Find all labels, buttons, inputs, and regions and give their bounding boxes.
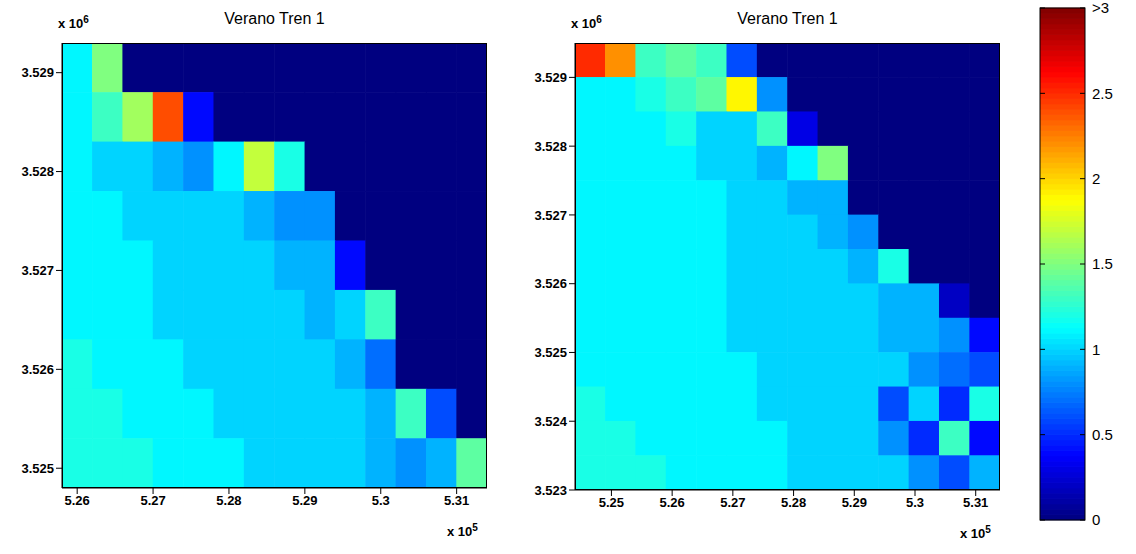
- html-text:5: 5: [472, 522, 478, 533]
- html-text:Verano Tren 1: Verano Tren 1: [224, 10, 325, 27]
- svg-text:3.527: 3.527: [21, 263, 54, 278]
- svg-text:5.28: 5.28: [216, 493, 241, 508]
- svg-text:1: 1: [1092, 341, 1100, 358]
- svg-text:5.28: 5.28: [781, 495, 806, 510]
- svg-text:5.25: 5.25: [599, 495, 624, 510]
- html-text:x 10: x 10: [571, 16, 597, 32]
- svg-text:3.526: 3.526: [534, 276, 567, 291]
- svg-text:3.523: 3.523: [534, 483, 567, 498]
- svg-text:3.527: 3.527: [534, 208, 567, 223]
- html-text:x 10: x 10: [447, 524, 473, 540]
- svg-text:>3: >3: [1092, 0, 1109, 16]
- svg-text:5.3: 5.3: [906, 495, 924, 510]
- html-text:Verano Tren 1: Verano Tren 1: [737, 10, 838, 27]
- html-text:x 10: x 10: [960, 526, 986, 542]
- svg-text:5.3: 5.3: [372, 493, 390, 508]
- svg-text:3.529: 3.529: [534, 70, 567, 85]
- svg-text:0: 0: [1092, 511, 1100, 528]
- svg-text:3.525: 3.525: [534, 345, 567, 360]
- html-text:x 10: x 10: [58, 16, 84, 32]
- svg-text:5.31: 5.31: [444, 493, 469, 508]
- html-text:5: 5: [985, 524, 991, 535]
- svg-text:5.27: 5.27: [720, 495, 745, 510]
- svg-text:5.29: 5.29: [842, 495, 867, 510]
- svg-text:5.29: 5.29: [292, 493, 317, 508]
- svg-text:5.26: 5.26: [659, 495, 684, 510]
- svg-text:3.524: 3.524: [534, 414, 567, 429]
- svg-text:3.529: 3.529: [21, 65, 54, 80]
- svg-text:5.31: 5.31: [963, 495, 988, 510]
- svg-text:2.5: 2.5: [1092, 85, 1113, 102]
- svg-text:3.528: 3.528: [534, 139, 567, 154]
- html-text:6: 6: [596, 14, 602, 25]
- svg-text:1.5: 1.5: [1092, 255, 1113, 272]
- svg-text:3.528: 3.528: [21, 164, 54, 179]
- svg-text:3.526: 3.526: [21, 362, 54, 377]
- svg-text:5.26: 5.26: [65, 493, 90, 508]
- svg-text:0.5: 0.5: [1092, 426, 1113, 443]
- svg-text:2: 2: [1092, 170, 1100, 187]
- svg-text:5.27: 5.27: [140, 493, 165, 508]
- svg-text:3.525: 3.525: [21, 461, 54, 476]
- html-text:6: 6: [83, 14, 89, 25]
